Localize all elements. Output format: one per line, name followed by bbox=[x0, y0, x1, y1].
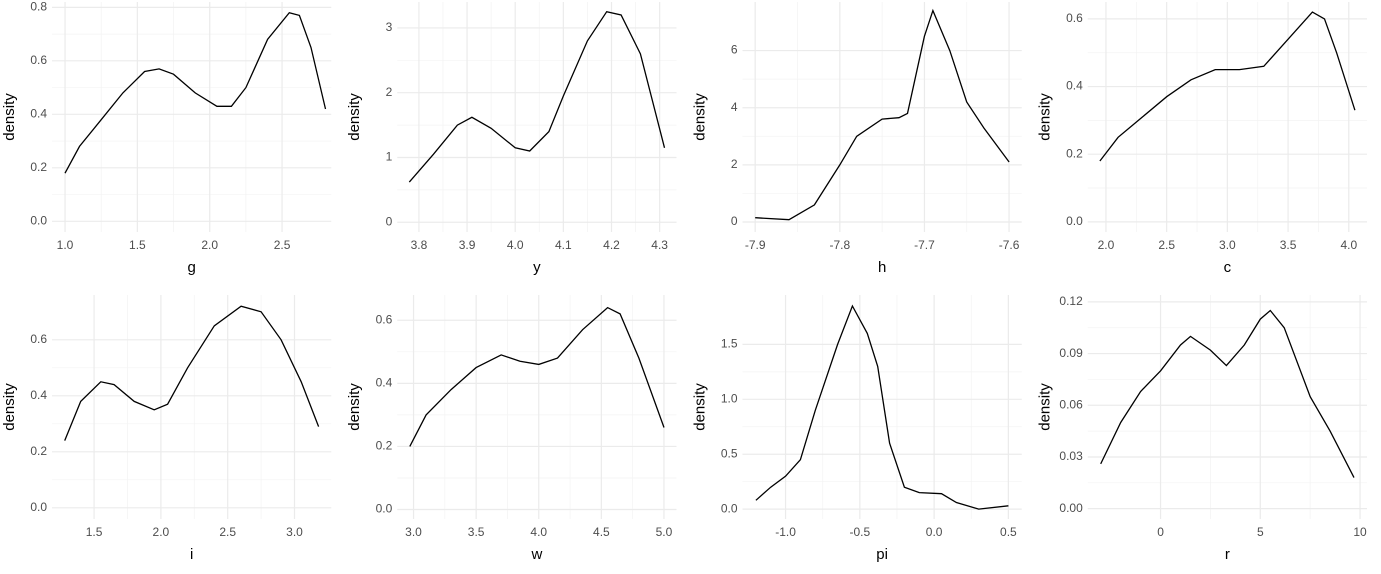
y-axis-label: density bbox=[691, 93, 708, 141]
y-tick-label: 0.6 bbox=[1066, 11, 1083, 25]
y-tick-label: 0.4 bbox=[1066, 79, 1083, 93]
x-tick-label: 1.5 bbox=[129, 238, 146, 252]
density-line bbox=[64, 11, 327, 174]
y-tick-label: 0.5 bbox=[721, 446, 738, 460]
x-tick-label: 4.0 bbox=[530, 525, 547, 539]
y-axis-label: density bbox=[1037, 383, 1054, 431]
x-tick-label: 5.0 bbox=[656, 525, 673, 539]
y-tick-label: 0.0 bbox=[376, 502, 393, 516]
y-tick-label: 0.4 bbox=[30, 388, 47, 402]
x-tick-label: 0 bbox=[1157, 525, 1164, 539]
x-tick-label: 4.3 bbox=[651, 238, 668, 252]
y-tick-label: 0.4 bbox=[30, 106, 47, 120]
density-line bbox=[1099, 11, 1356, 162]
y-axis-label: density bbox=[1, 93, 18, 141]
y-tick-label: 0.0 bbox=[30, 213, 47, 227]
y-tick-label: 0.6 bbox=[30, 53, 47, 67]
density-line bbox=[755, 8, 1010, 221]
y-tick-label: 4 bbox=[731, 100, 738, 114]
y-tick-label: 1 bbox=[386, 150, 393, 164]
x-tick-label: 10 bbox=[1353, 525, 1367, 539]
y-tick-label: 0.00 bbox=[1059, 501, 1083, 515]
y-tick-label: 1.0 bbox=[721, 391, 738, 405]
y-tick-label: 6 bbox=[731, 43, 738, 57]
density-line bbox=[1100, 309, 1355, 478]
y-tick-label: 2 bbox=[386, 85, 393, 99]
y-tick-label: 0.6 bbox=[30, 332, 47, 346]
x-tick-label: 1.5 bbox=[86, 525, 103, 539]
y-axis-label: density bbox=[346, 93, 363, 141]
x-tick-label: 2.5 bbox=[274, 238, 291, 252]
x-tick-label: 2.5 bbox=[219, 525, 236, 539]
y-tick-label: 2 bbox=[731, 157, 738, 171]
x-tick-label: 2.5 bbox=[1158, 238, 1175, 252]
x-tick-label: 3.8 bbox=[411, 238, 428, 252]
y-tick-label: 0.0 bbox=[721, 501, 738, 515]
y-tick-label: 1.5 bbox=[721, 337, 738, 351]
x-tick-label: 4.1 bbox=[555, 238, 572, 252]
x-axis-label: c bbox=[1224, 259, 1232, 276]
x-tick-label: 2.0 bbox=[1098, 238, 1115, 252]
y-axis-label: density bbox=[691, 383, 708, 431]
x-tick-label: 3.5 bbox=[468, 525, 485, 539]
x-tick-label: 2.0 bbox=[153, 525, 170, 539]
x-axis-label: w bbox=[530, 546, 542, 563]
y-tick-label: 0.2 bbox=[376, 439, 393, 453]
x-axis-label: pi bbox=[876, 546, 888, 563]
density-line bbox=[409, 306, 665, 447]
x-tick-label: -7.7 bbox=[914, 238, 935, 252]
y-tick-label: 0.8 bbox=[30, 0, 47, 14]
x-tick-label: 4.0 bbox=[1340, 238, 1357, 252]
x-tick-label: 4.5 bbox=[593, 525, 610, 539]
x-axis-label: i bbox=[190, 546, 193, 563]
x-tick-label: 3.5 bbox=[1280, 238, 1297, 252]
x-tick-label: 2.0 bbox=[201, 238, 218, 252]
x-tick-label: -1.0 bbox=[775, 525, 796, 539]
y-tick-label: 0.12 bbox=[1059, 294, 1083, 308]
y-tick-label: 0 bbox=[731, 214, 738, 228]
x-axis-label: y bbox=[533, 259, 541, 276]
y-tick-label: 0.0 bbox=[1066, 214, 1083, 228]
y-tick-label: 0.2 bbox=[30, 444, 47, 458]
x-tick-label: -0.5 bbox=[850, 525, 871, 539]
x-tick-label: 1.0 bbox=[57, 238, 74, 252]
density-line bbox=[64, 305, 320, 441]
x-tick-label: 3.0 bbox=[405, 525, 422, 539]
y-tick-label: 0.0 bbox=[30, 500, 47, 514]
x-tick-label: 5 bbox=[1257, 525, 1264, 539]
y-tick-label: 0.2 bbox=[30, 160, 47, 174]
y-tick-label: 0.4 bbox=[376, 376, 393, 390]
y-tick-label: 0.06 bbox=[1059, 397, 1083, 411]
x-tick-label: 0.0 bbox=[926, 525, 943, 539]
x-tick-label: 3.0 bbox=[286, 525, 303, 539]
density-line bbox=[408, 10, 666, 183]
x-axis-label: g bbox=[187, 259, 195, 276]
y-axis-label: density bbox=[1037, 93, 1054, 141]
density-line bbox=[755, 304, 1009, 510]
x-tick-label: 4.2 bbox=[603, 238, 620, 252]
x-tick-label: 3.9 bbox=[459, 238, 476, 252]
y-tick-label: 0 bbox=[386, 214, 393, 228]
x-axis-label: r bbox=[1225, 546, 1230, 563]
y-tick-label: 0.09 bbox=[1059, 346, 1083, 360]
x-axis-label: h bbox=[878, 259, 886, 276]
y-axis-label: density bbox=[346, 383, 363, 431]
x-tick-label: -7.8 bbox=[829, 238, 850, 252]
y-tick-label: 3 bbox=[386, 20, 393, 34]
x-tick-label: -7.9 bbox=[745, 238, 766, 252]
y-tick-label: 0.6 bbox=[376, 312, 393, 326]
y-tick-label: 0.2 bbox=[1066, 146, 1083, 160]
y-axis-label: density bbox=[1, 383, 18, 431]
x-tick-label: -7.6 bbox=[999, 238, 1020, 252]
x-tick-label: 4.0 bbox=[507, 238, 524, 252]
x-tick-label: 0.5 bbox=[1000, 525, 1017, 539]
x-tick-label: 3.0 bbox=[1219, 238, 1236, 252]
y-tick-label: 0.03 bbox=[1059, 449, 1083, 463]
